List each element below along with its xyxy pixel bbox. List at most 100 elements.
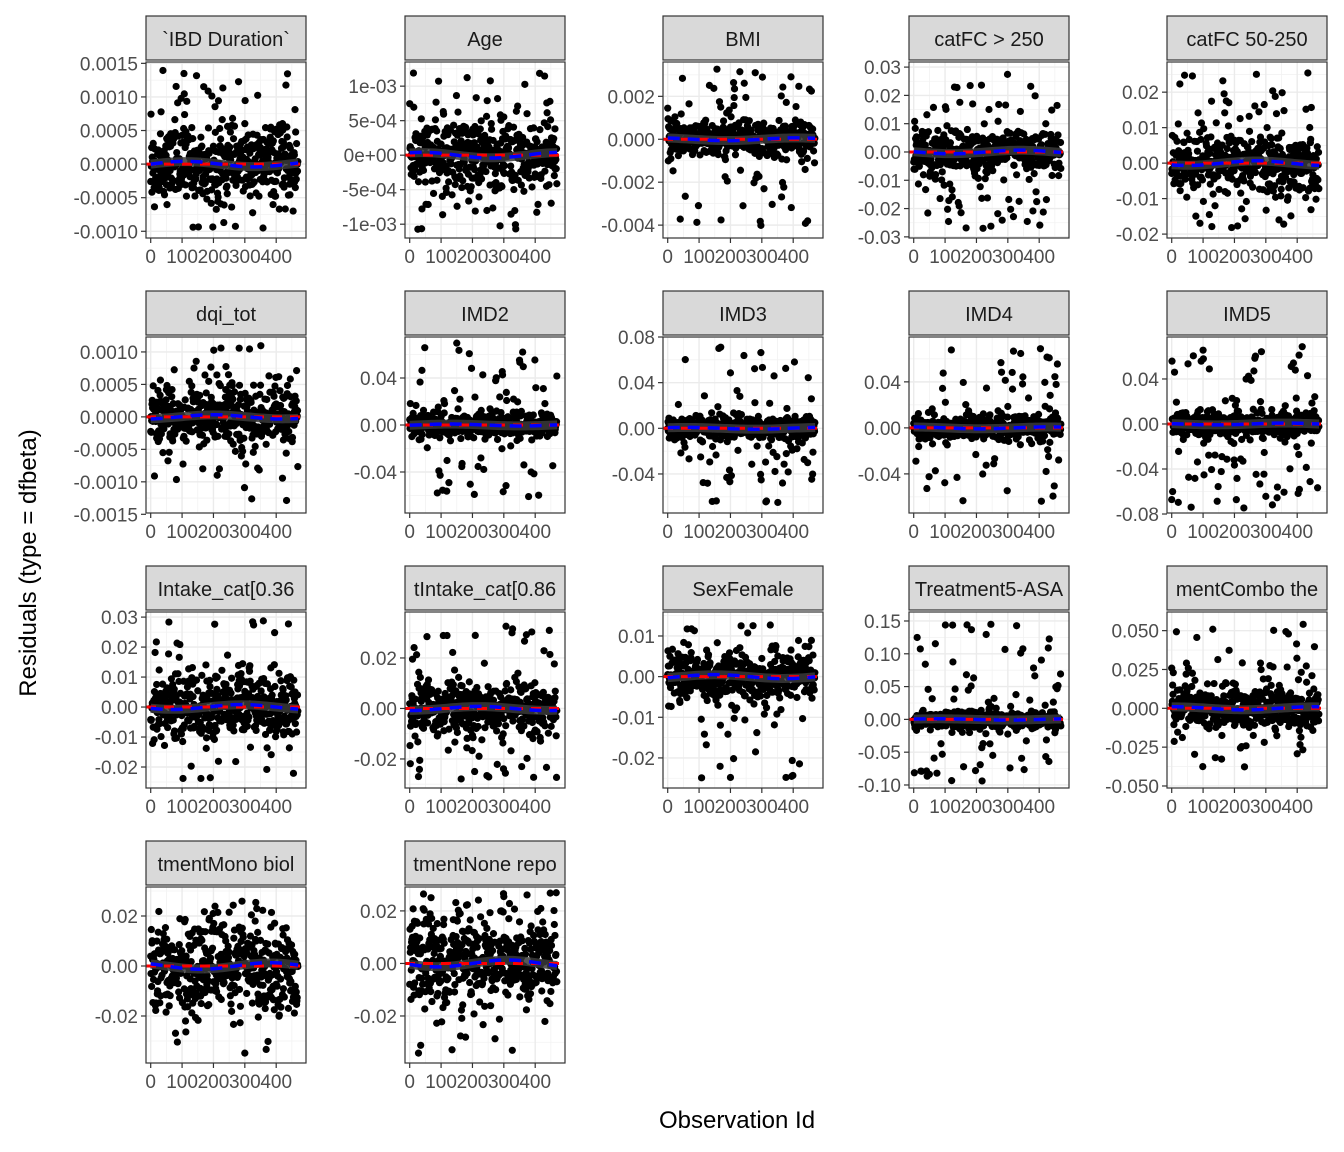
data-point	[519, 348, 527, 356]
data-point	[736, 392, 744, 400]
data-point	[434, 403, 442, 411]
data-point	[477, 175, 486, 183]
data-point	[418, 366, 426, 374]
data-point	[991, 455, 999, 463]
data-point	[1025, 175, 1033, 184]
data-point	[235, 344, 243, 352]
data-point	[293, 167, 302, 175]
data-point	[719, 117, 728, 125]
data-point	[251, 442, 259, 451]
data-point	[429, 189, 438, 198]
smooth-lines	[405, 419, 565, 431]
data-point	[1002, 101, 1010, 109]
data-point	[804, 374, 812, 382]
data-point	[250, 381, 258, 389]
data-point	[1183, 129, 1191, 137]
data-point	[712, 497, 720, 505]
data-point	[279, 436, 288, 444]
data-point	[222, 174, 230, 182]
data-point	[1233, 397, 1241, 405]
data-point	[751, 399, 759, 407]
data-point	[1277, 185, 1285, 193]
data-point	[1230, 461, 1239, 469]
data-point	[477, 117, 485, 125]
x-tick-label: 0	[662, 522, 673, 543]
data-point	[1232, 496, 1240, 504]
data-point	[525, 492, 533, 501]
data-point	[200, 83, 208, 91]
data-point	[953, 83, 961, 92]
x-tick-label: 300	[746, 522, 778, 543]
data-point	[761, 458, 770, 466]
data-point	[1044, 446, 1052, 454]
data-point	[729, 79, 738, 87]
data-point	[454, 405, 462, 413]
data-point	[1056, 138, 1065, 147]
data-point	[217, 344, 225, 352]
x-tick-label: 0	[1166, 247, 1177, 268]
data-point	[421, 178, 429, 186]
data-point	[725, 106, 733, 114]
data-point	[421, 344, 429, 352]
data-point	[809, 147, 818, 155]
data-point	[235, 381, 244, 389]
data-point	[760, 119, 768, 127]
facet-strip	[662, 290, 824, 336]
data-point	[767, 436, 776, 444]
data-point	[276, 401, 285, 410]
data-point	[1228, 223, 1236, 232]
data-point	[226, 143, 234, 151]
data-point	[1268, 141, 1276, 149]
data-point	[1196, 219, 1204, 227]
data-point	[225, 430, 233, 438]
data-point	[1198, 176, 1207, 184]
data-point	[681, 192, 689, 200]
data-point	[985, 105, 993, 114]
data-point	[446, 437, 455, 445]
data-point	[286, 375, 294, 383]
data-point	[436, 434, 444, 442]
data-point	[181, 181, 190, 189]
data-point	[163, 381, 171, 390]
data-point	[757, 221, 765, 229]
data-point	[931, 467, 939, 475]
data-point	[254, 91, 262, 99]
data-point	[766, 399, 774, 407]
data-point	[1042, 196, 1051, 204]
data-point	[240, 484, 249, 492]
data-point	[1206, 149, 1214, 158]
data-point	[476, 125, 484, 133]
data-point	[1278, 129, 1286, 137]
data-point	[1255, 108, 1263, 116]
y-tick-label: 0.00	[864, 143, 901, 164]
data-point	[1218, 141, 1226, 149]
data-point	[936, 194, 944, 203]
data-point	[467, 183, 475, 191]
data-point	[1053, 360, 1061, 368]
data-point	[986, 411, 994, 419]
data-point	[929, 103, 938, 112]
data-point	[496, 393, 504, 401]
data-point	[553, 372, 561, 380]
data-point	[512, 225, 520, 233]
data-point	[1185, 473, 1193, 481]
data-point	[498, 445, 506, 453]
facet-strip	[662, 15, 824, 61]
data-point	[472, 94, 480, 102]
y-axis-title: Residuals (type = dfbeta)	[15, 429, 42, 696]
y-tick-label: -0.04	[858, 465, 902, 486]
data-point	[196, 391, 204, 399]
data-point	[924, 128, 933, 136]
data-point	[1306, 123, 1314, 132]
x-tick-label: 0	[662, 247, 673, 268]
facet-strip-label: catFC 50-250	[1186, 29, 1307, 51]
data-point	[685, 455, 693, 463]
data-point	[470, 434, 478, 442]
data-point	[285, 427, 293, 436]
x-tick-label: 400	[260, 522, 292, 543]
facet-strip-label: `IBD Duration`	[162, 29, 290, 51]
data-point	[667, 155, 675, 163]
data-point	[980, 120, 988, 128]
data-point	[1004, 402, 1012, 411]
data-point	[1251, 168, 1260, 177]
